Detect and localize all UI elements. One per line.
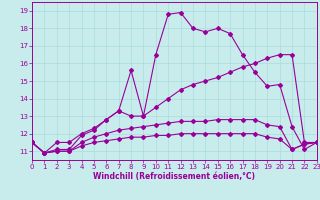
X-axis label: Windchill (Refroidissement éolien,°C): Windchill (Refroidissement éolien,°C) <box>93 172 255 181</box>
